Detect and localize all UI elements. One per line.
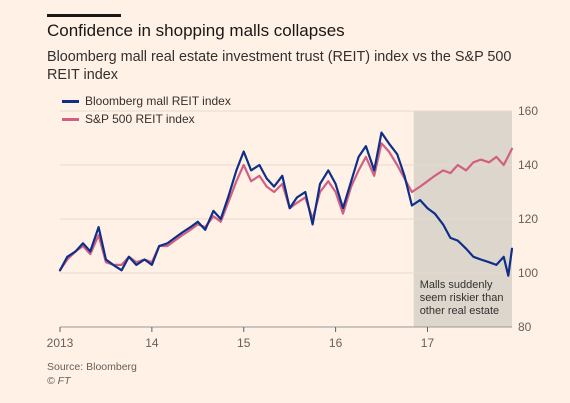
chart-title: Confidence in shopping malls collapses [47,21,345,40]
ft-credit: © FT [47,375,71,387]
chart-subtitle: Bloomberg mall real estate investment tr… [47,49,512,83]
y-tick-label: 80 [518,320,532,334]
source-note: Source: Bloomberg [47,361,137,373]
legend-label-sp500: S&P 500 REIT index [85,112,195,126]
y-tick-label: 100 [518,266,538,280]
x-tick-label: 17 [421,336,435,350]
y-tick-label: 140 [518,158,538,172]
x-tick-label: 15 [237,336,251,350]
legend-swatch-mall [62,99,79,103]
legend-item-sp500: S&P 500 REIT index [62,111,231,127]
annotation-line: Malls suddenly [420,279,493,291]
x-tick-label: 14 [145,336,159,350]
y-tick-label: 120 [518,212,538,226]
series-line-mall [58,131,514,277]
legend-item-mall: Bloomberg mall REIT index [62,93,231,109]
title-rule [47,14,121,17]
legend-label-mall: Bloomberg mall REIT index [85,94,231,108]
annotation-text: Malls suddenly seem riskier than other rea… [420,279,504,317]
x-tick-label: 16 [329,336,343,350]
x-tick-label: 2013 [47,336,74,350]
legend-swatch-sp500 [62,117,79,121]
annotation-line: other real estate [420,305,500,317]
y-tick-label: 160 [518,104,538,118]
annotation-line: seem riskier than [420,292,504,304]
legend: Bloomberg mall REIT index S&P 500 REIT i… [62,93,231,129]
